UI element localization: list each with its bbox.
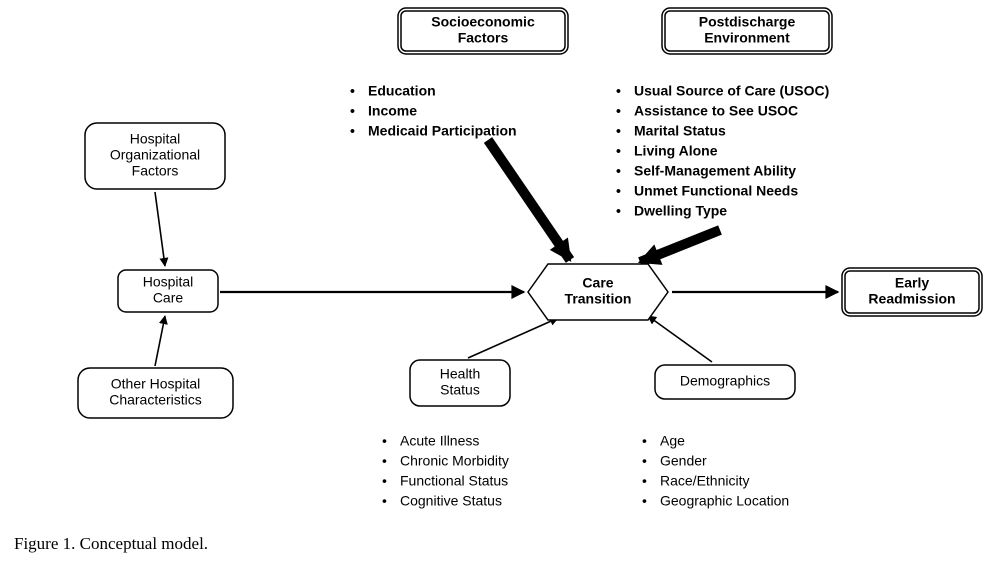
svg-text:Status: Status [440,381,480,397]
svg-text:Postdischarge: Postdischarge [699,13,796,29]
svg-text:Early: Early [895,274,929,290]
health-list: • Acute Illness • Chronic Morbidity • Functio… [382,432,509,508]
postenv-bullet: • [616,102,621,118]
demo-bullet: • [642,432,647,448]
svg-text:Demographics: Demographics [680,372,770,388]
demo-bullet: • [642,472,647,488]
postenv-item: Self-Management Ability [634,162,796,178]
postenv-item: Unmet Functional Needs [634,182,798,198]
postenv-bullet: • [616,162,621,178]
socio-item: Medicaid Participation [368,122,517,138]
demo-bullet: • [642,492,647,508]
health-item: Functional Status [400,472,508,488]
conceptual-model-diagram: SocioeconomicFactorsPostdischargeEnviron… [0,0,995,565]
postenv-item: Marital Status [634,122,726,138]
svg-text:Organizational: Organizational [110,146,200,162]
postenv-item: Living Alone [634,142,718,158]
postenv-bullet: • [616,82,621,98]
demo-item: Age [660,432,685,448]
demo-item: Gender [660,452,707,468]
socio-bullet: • [350,102,355,118]
svg-text:Care: Care [153,289,184,305]
health-item: Acute Illness [400,432,479,448]
svg-text:Socioeconomic: Socioeconomic [431,13,535,29]
demo-to-care [648,316,712,362]
svg-text:Factors: Factors [458,29,509,45]
postenv-bullet: • [616,122,621,138]
svg-text:Care: Care [582,274,613,290]
horg-to-hcare [155,192,165,266]
demo-item: Race/Ethnicity [660,472,749,488]
socio-item: Income [368,102,417,118]
postenv-item: Usual Source of Care (USOC) [634,82,829,98]
hchar-label: Other HospitalCharacteristics [109,375,202,407]
socio-item: Education [368,82,436,98]
health-bullet: • [382,452,387,468]
socio-to-care [488,140,570,260]
socio-bullet: • [350,122,355,138]
postenv-label: PostdischargeEnvironment [699,13,796,45]
svg-text:Hospital: Hospital [130,130,181,146]
svg-text:Transition: Transition [565,290,632,306]
demo-bullet: • [642,452,647,468]
postenv-bullet: • [616,202,621,218]
svg-text:Other Hospital: Other Hospital [111,375,200,391]
postenv-bullet: • [616,142,621,158]
postenv-item: Dwelling Type [634,202,727,218]
postenv-bullet: • [616,182,621,198]
health-bullet: • [382,492,387,508]
svg-text:Hospital: Hospital [143,273,194,289]
health-item: Chronic Morbidity [400,452,509,468]
svg-text:Health: Health [440,365,480,381]
socio-list: • Education • Income • Medicaid Participation [350,82,517,138]
health-label: HealthStatus [440,365,480,397]
postenv-to-care [640,230,720,262]
figure-caption: Figure 1. Conceptual model. [14,534,208,554]
health-bullet: • [382,432,387,448]
demo-item: Geographic Location [660,492,789,508]
demo-label: Demographics [680,372,770,388]
health-item: Cognitive Status [400,492,502,508]
health-to-care [468,318,558,358]
demo-list: • Age • Gender • Race/Ethnicity • Geographic Lo… [642,432,789,508]
socio-bullet: • [350,82,355,98]
postenv-item: Assistance to See USOC [634,102,798,118]
svg-text:Readmission: Readmission [868,290,955,306]
svg-text:Environment: Environment [704,29,790,45]
svg-text:Factors: Factors [132,162,179,178]
hchar-to-hcare [155,316,165,366]
svg-text:Characteristics: Characteristics [109,391,202,407]
postenv-list: • Usual Source of Care (USOC) • Assistance … [616,82,829,218]
health-bullet: • [382,472,387,488]
